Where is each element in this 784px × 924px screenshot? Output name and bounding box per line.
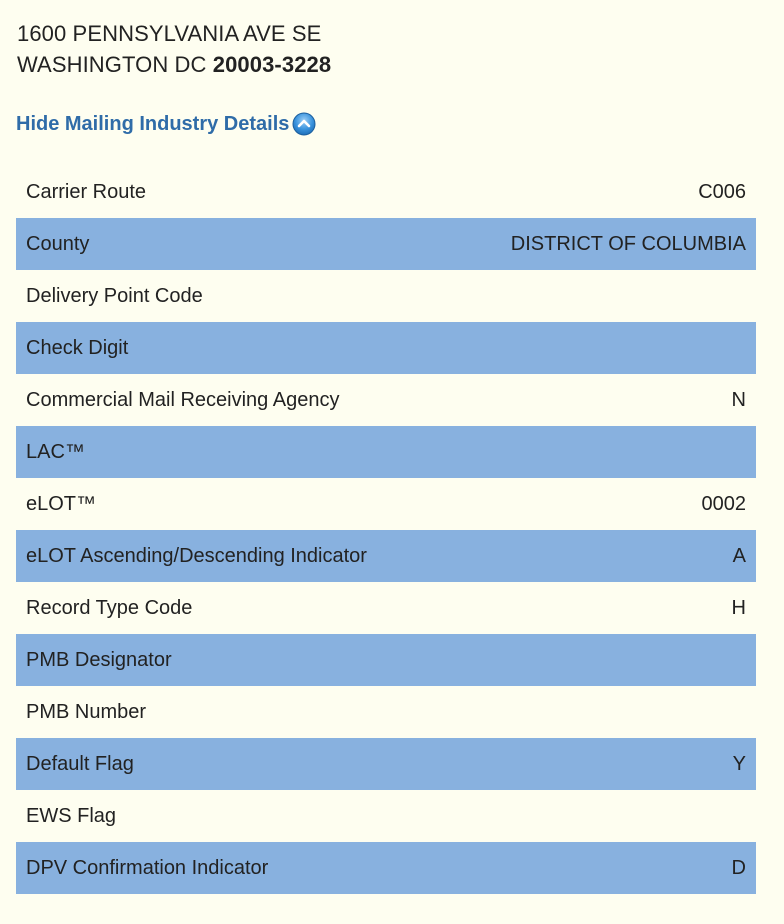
detail-row: Check Digit	[16, 322, 756, 374]
detail-row: Default Flag Y	[16, 738, 756, 790]
detail-row: County DISTRICT OF COLUMBIA	[16, 218, 756, 270]
detail-label: DPV Confirmation Indicator	[26, 856, 269, 879]
detail-value: N	[731, 388, 746, 411]
zip-code: 20003-3228	[212, 52, 332, 77]
hide-mailing-details-label: Hide Mailing Industry Details	[16, 112, 290, 135]
detail-value: C006	[698, 180, 746, 203]
detail-label: PMB Designator	[26, 648, 172, 671]
detail-label: PMB Number	[26, 700, 147, 723]
detail-row: Carrier Route C006	[16, 166, 756, 218]
detail-value: 0002	[701, 492, 747, 515]
detail-label: Check Digit	[26, 336, 129, 359]
address-line-2: WASHINGTON DC 20003-3228	[17, 49, 331, 80]
detail-label: Record Type Code	[26, 596, 193, 619]
detail-row: LAC™	[16, 426, 756, 478]
detail-label: Default Flag	[26, 752, 134, 775]
chevron-up-circle-icon	[292, 112, 316, 136]
detail-label: LAC™	[26, 440, 85, 463]
detail-label: Carrier Route	[26, 180, 147, 203]
detail-row: Delivery Point Code	[16, 270, 756, 322]
detail-row: eLOT™ 0002	[16, 478, 756, 530]
address-block: 1600 PENNSYLVANIA AVE SE WASHINGTON DC 2…	[17, 18, 331, 80]
address-line-1: 1600 PENNSYLVANIA AVE SE	[17, 21, 322, 46]
detail-value: Y	[732, 752, 746, 775]
detail-label: eLOT™	[26, 492, 97, 515]
detail-row: eLOT Ascending/Descending Indicator A	[16, 530, 756, 582]
detail-value: D	[731, 856, 746, 879]
detail-value: H	[731, 596, 746, 619]
detail-row: DPV Confirmation Indicator D	[16, 842, 756, 894]
detail-label: eLOT Ascending/Descending Indicator	[26, 544, 367, 567]
detail-row: EWS Flag	[16, 790, 756, 842]
detail-label: Commercial Mail Receiving Agency	[26, 388, 340, 411]
city-state: WASHINGTON DC	[17, 52, 207, 77]
detail-row: PMB Designator	[16, 634, 756, 686]
detail-row: Commercial Mail Receiving Agency N	[16, 374, 756, 426]
detail-row: Record Type Code H	[16, 582, 756, 634]
hide-mailing-details-link[interactable]: Hide Mailing Industry Details	[16, 112, 316, 136]
mailing-details-table: Carrier Route C006 County DISTRICT OF COLUM…	[16, 166, 756, 894]
detail-label: Delivery Point Code	[26, 284, 203, 307]
detail-value: DISTRICT OF COLUMBIA	[510, 232, 746, 255]
detail-row: PMB Number	[16, 686, 756, 738]
detail-value: A	[732, 544, 746, 567]
detail-label: EWS Flag	[26, 804, 117, 827]
detail-label: County	[26, 232, 90, 255]
